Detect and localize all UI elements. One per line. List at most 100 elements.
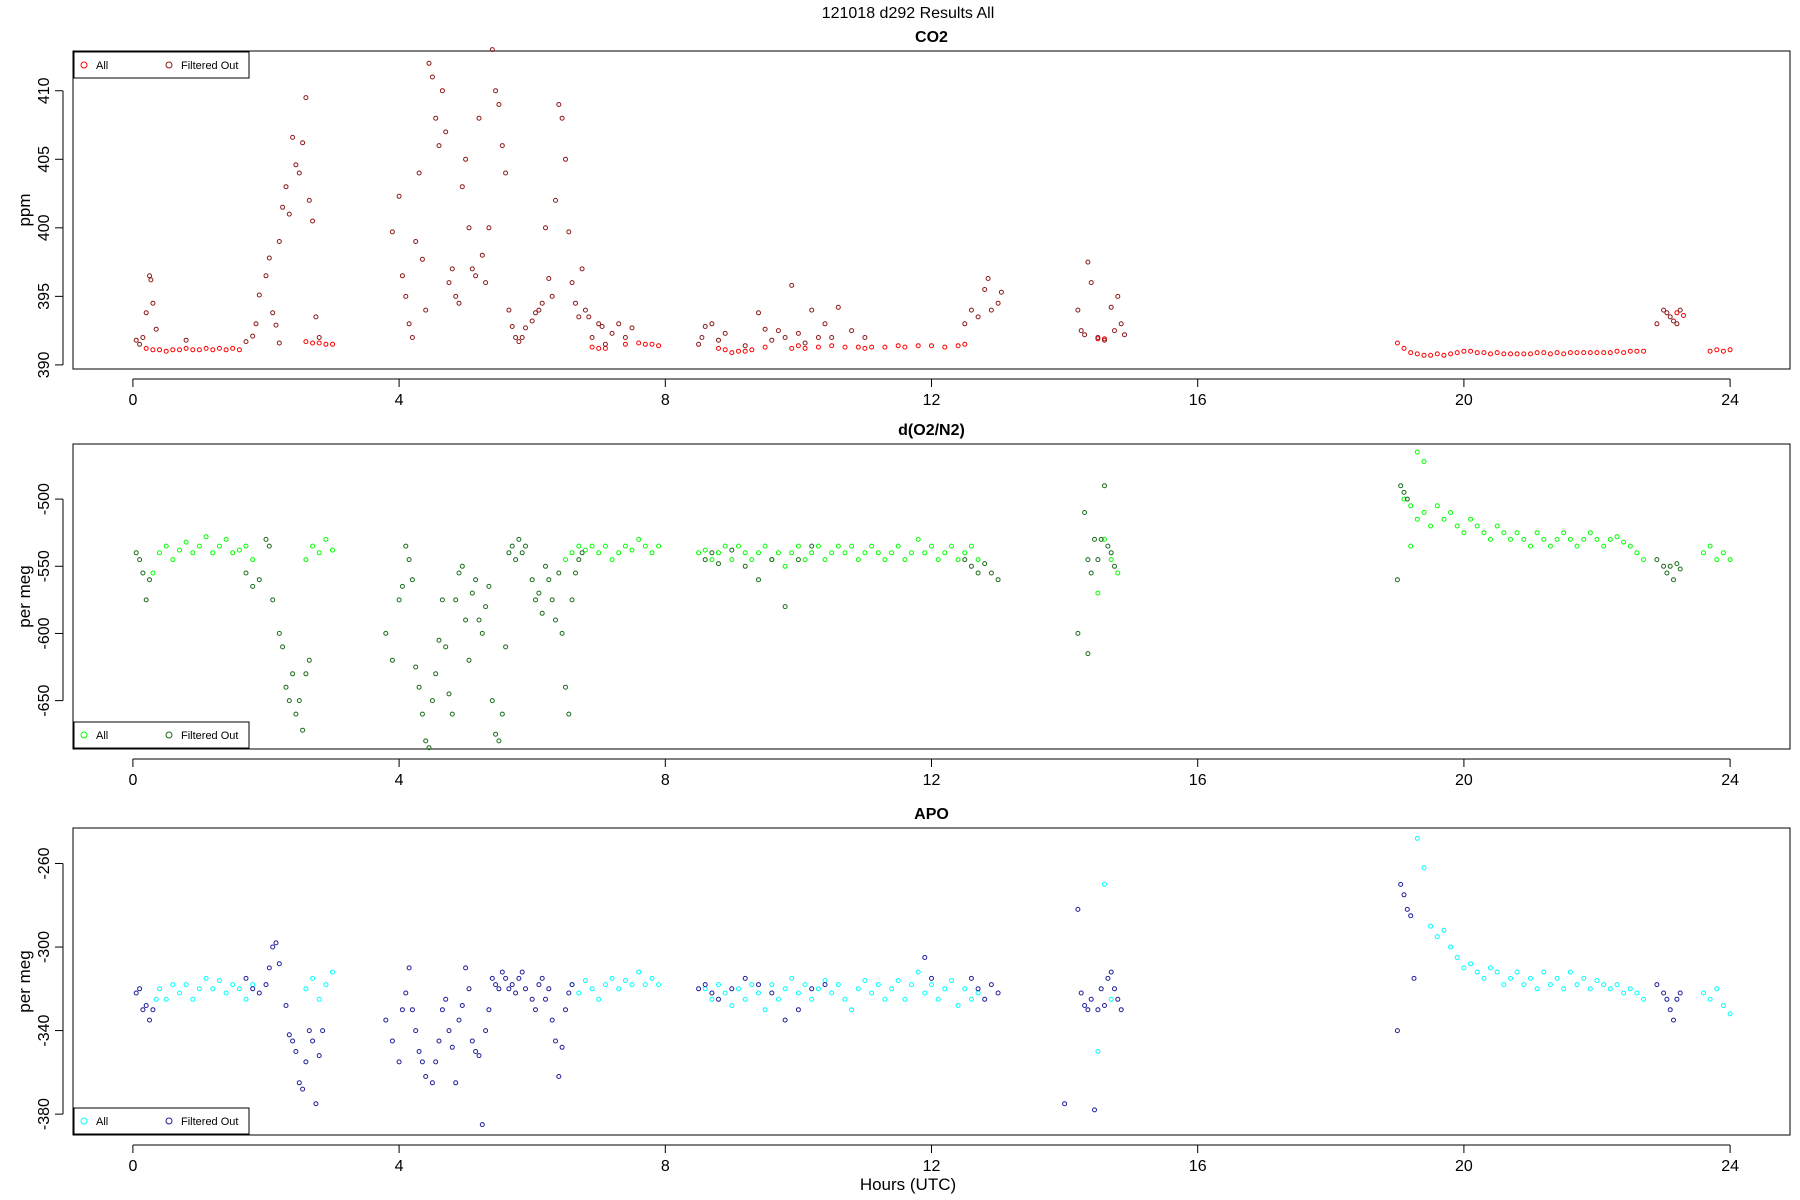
legend-box [73,721,250,749]
data-point [1481,350,1487,356]
data-point [1561,530,1567,536]
data-point [256,990,262,996]
data-point [835,982,841,988]
data-point [702,557,708,563]
data-point [809,543,815,549]
data-point [1534,350,1540,356]
data-point [473,577,479,583]
data-point [433,1059,439,1065]
data-point [962,550,968,556]
data-point [1547,982,1553,988]
data-point [1494,969,1500,975]
data-point [756,990,761,996]
data-point [962,986,968,992]
y-axis-label: per meg [15,565,34,627]
data-point [1561,986,1567,992]
data-point [506,307,512,313]
data-point [413,239,419,244]
data-point [310,975,316,981]
data-point [1601,350,1607,356]
data-point [270,597,276,603]
data-point [396,193,402,199]
data-point [815,543,821,549]
x-tick-label: 0 [128,392,137,409]
data-point [1674,321,1680,327]
y-axis-label: ppm [15,193,34,226]
x-tick-label: 20 [1455,772,1473,789]
data-point [696,986,702,992]
data-point [736,348,741,354]
data-point [423,738,429,744]
data-point [1494,523,1500,529]
data-point [769,337,775,343]
data-point [539,975,545,981]
data-point [1434,351,1440,357]
data-point [729,547,735,553]
data-point [1095,1007,1101,1013]
data-point [862,550,868,556]
data-point [935,557,941,563]
legend-box [73,51,250,79]
data-point [459,1003,465,1008]
data-point [636,969,642,975]
data-point [177,990,182,996]
data-point [1681,313,1686,318]
data-point [915,343,921,349]
data-point [895,978,901,983]
data-point [1108,550,1114,556]
data-point [1594,350,1600,356]
x-tick-label: 8 [661,772,670,789]
data-point [762,543,768,549]
plot-frame [72,827,1791,1136]
data-point [436,143,442,149]
data-point [769,982,775,988]
legend-marker [80,61,88,69]
data-point [922,955,928,960]
data-point [582,978,588,983]
data-point [909,982,914,988]
legend-label: All [96,60,108,72]
data-point [503,170,509,176]
data-point [1401,496,1407,502]
data-point [446,691,452,697]
data-point [1408,543,1414,549]
data-point [975,314,981,320]
data-point [1501,351,1507,357]
data-point [995,577,1001,583]
data-point [1607,350,1613,356]
data-point [403,293,409,299]
data-point [250,557,256,563]
data-point [1567,536,1573,542]
data-point [629,547,635,553]
data-point [988,982,994,988]
data-point [1654,557,1660,563]
data-point [696,550,702,556]
data-point [459,184,465,190]
data-point [742,563,748,569]
data-point [842,550,848,556]
data-point [889,986,895,992]
data-point [569,550,575,556]
data-point [1541,536,1547,542]
data-point [822,978,828,983]
data-point [433,115,439,121]
data-point [479,1122,485,1128]
data-point [303,671,309,677]
data-point [629,325,635,331]
data-point [280,644,286,650]
data-point [453,597,459,603]
data-point [902,557,908,563]
data-point [280,204,286,210]
data-point [835,543,841,549]
data-point [1501,982,1507,988]
data-point [1541,350,1547,356]
data-point [230,345,236,351]
data-point [330,341,335,347]
data-point [656,982,662,988]
data-point [929,343,934,349]
data-point [1398,881,1404,887]
legend-marker [80,1117,88,1125]
x-tick-label: 8 [661,392,670,409]
data-point [1554,350,1560,356]
data-point [243,543,249,549]
